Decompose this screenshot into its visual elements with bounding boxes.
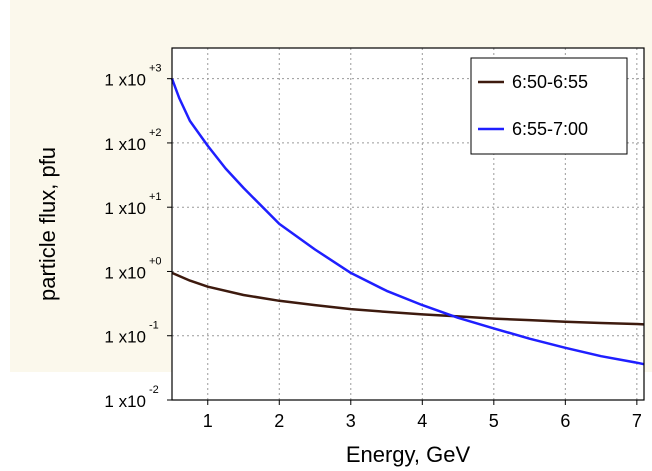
y-tick-label: 1 x10 bbox=[104, 263, 146, 282]
x-tick-label: 6 bbox=[560, 411, 570, 431]
series-line-6-50-6-55 bbox=[171, 271, 645, 326]
x-tick-label: 5 bbox=[489, 411, 499, 431]
y-axis-label: particle flux, pfu bbox=[35, 147, 60, 301]
x-tick-label: 7 bbox=[632, 411, 642, 431]
series-line-6-55-7-00 bbox=[170, 78, 645, 366]
x-tick-label: 4 bbox=[417, 411, 427, 431]
series-lines bbox=[170, 78, 645, 366]
x-tick-label: 3 bbox=[346, 411, 356, 431]
y-tick-exponent: +3 bbox=[149, 63, 162, 75]
legend: 6:50-6:55 6:55-7:00 bbox=[470, 57, 628, 155]
y-axis-ticks: 1 x10+31 x10+21 x10+11 x10+01 x10-11 x10… bbox=[104, 63, 172, 411]
y-tick-exponent: -1 bbox=[149, 320, 159, 332]
y-tick-label: 1 x10 bbox=[104, 328, 146, 347]
y-tick-exponent: +1 bbox=[149, 191, 162, 203]
y-tick-exponent: +0 bbox=[149, 255, 162, 267]
y-tick-exponent: +2 bbox=[149, 127, 162, 139]
y-tick-label: 1 x10 bbox=[104, 135, 146, 154]
x-tick-label: 2 bbox=[274, 411, 284, 431]
y-tick-label: 1 x10 bbox=[104, 71, 146, 90]
x-axis-label: Energy, GeV bbox=[346, 442, 471, 467]
x-tick-label: 1 bbox=[203, 411, 213, 431]
y-tick-label: 1 x10 bbox=[104, 392, 146, 411]
legend-label-6-50-6-55: 6:50-6:55 bbox=[512, 72, 588, 92]
plot-frame bbox=[171, 47, 645, 401]
x-axis-ticks: 1 2 3 4 5 6 7 bbox=[203, 400, 642, 431]
y-tick-exponent: -2 bbox=[149, 384, 159, 396]
legend-label-6-55-7-00: 6:55-7:00 bbox=[512, 119, 588, 139]
y-tick-label: 1 x10 bbox=[104, 199, 146, 218]
legend-box bbox=[470, 57, 628, 155]
